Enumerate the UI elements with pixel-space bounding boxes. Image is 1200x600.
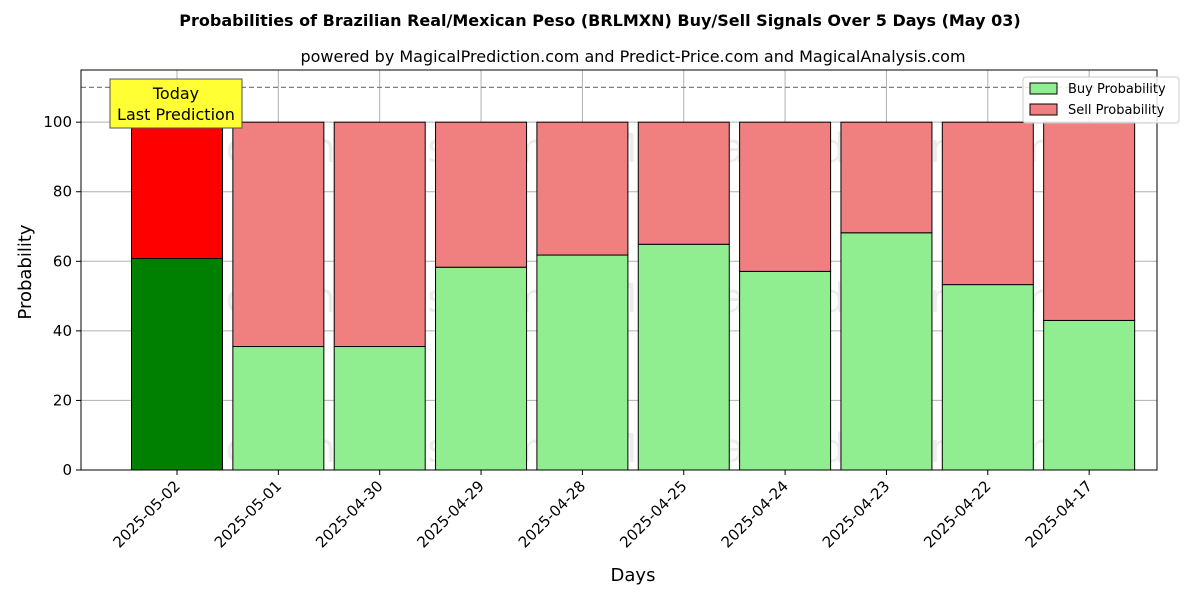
- y-tick-label: 0: [62, 461, 72, 479]
- chart-title: Probabilities of Brazilian Real/Mexican …: [179, 11, 1020, 30]
- y-tick-label: 80: [53, 183, 72, 201]
- legend: Buy Probability Sell Probability: [1022, 76, 1180, 124]
- y-tick-label: 20: [53, 391, 72, 409]
- today-annotation: Today Last Prediction: [109, 78, 243, 129]
- bar-sell: [131, 121, 223, 260]
- x-tick-label: 2025-04-17: [1022, 477, 1096, 551]
- bar-sell: [840, 121, 933, 234]
- y-tick-label: 40: [53, 322, 72, 340]
- bar-buy: [131, 258, 223, 471]
- bars: [131, 121, 1136, 471]
- bar-sell: [739, 121, 832, 272]
- bar-buy: [637, 243, 730, 471]
- bar-sell: [1043, 121, 1136, 321]
- annotation-line: Today: [152, 84, 199, 103]
- annotation-line: Last Prediction: [117, 105, 235, 124]
- y-tick-label: 60: [53, 252, 72, 270]
- bar-buy: [739, 270, 832, 471]
- legend-label-buy: Buy Probability: [1068, 82, 1166, 97]
- legend-swatch-buy: [1029, 82, 1058, 95]
- bar-sell: [333, 121, 426, 348]
- bar-sell: [435, 121, 528, 268]
- x-tick-label: 2025-05-02: [109, 477, 183, 551]
- x-tick-label: 2025-04-25: [616, 477, 690, 551]
- x-tick-label: 2025-04-30: [312, 477, 386, 551]
- x-tick-label: 2025-04-22: [920, 477, 994, 551]
- legend-frame: [1022, 76, 1180, 124]
- y-axis-ticks: 0 20 40 60 80 100: [43, 113, 81, 479]
- x-axis-ticks: 2025-05-02 2025-05-01 2025-04-30 2025-04-29…: [109, 470, 1096, 551]
- plot-frame: [80, 69, 1158, 471]
- y-tick-label: 100: [43, 113, 72, 131]
- bar-buy: [941, 284, 1034, 471]
- bar-buy: [232, 346, 325, 471]
- bar-buy: [1043, 319, 1136, 471]
- bar-buy: [840, 232, 933, 471]
- bar-sell: [232, 121, 325, 348]
- legend-label-sell: Sell Probability: [1068, 103, 1165, 118]
- x-tick-label: 2025-04-28: [515, 477, 589, 551]
- x-axis-label: Days: [611, 565, 656, 586]
- legend-swatch-sell: [1029, 103, 1058, 116]
- x-tick-label: 2025-04-23: [819, 477, 893, 551]
- bar-buy: [333, 346, 426, 471]
- x-tick-label: 2025-04-24: [718, 477, 792, 551]
- annotation-box: [109, 78, 243, 129]
- bar-sell: [637, 121, 730, 245]
- y-axis-label: Probability: [15, 224, 36, 319]
- bar-buy: [536, 254, 629, 471]
- bar-sell: [941, 121, 1034, 286]
- x-tick-label: 2025-05-01: [211, 477, 285, 551]
- bar-buy: [435, 266, 528, 471]
- bar-sell: [536, 121, 629, 256]
- x-tick-label: 2025-04-29: [413, 477, 487, 551]
- chart-subtitle: powered by MagicalPrediction.com and Pre…: [300, 47, 965, 66]
